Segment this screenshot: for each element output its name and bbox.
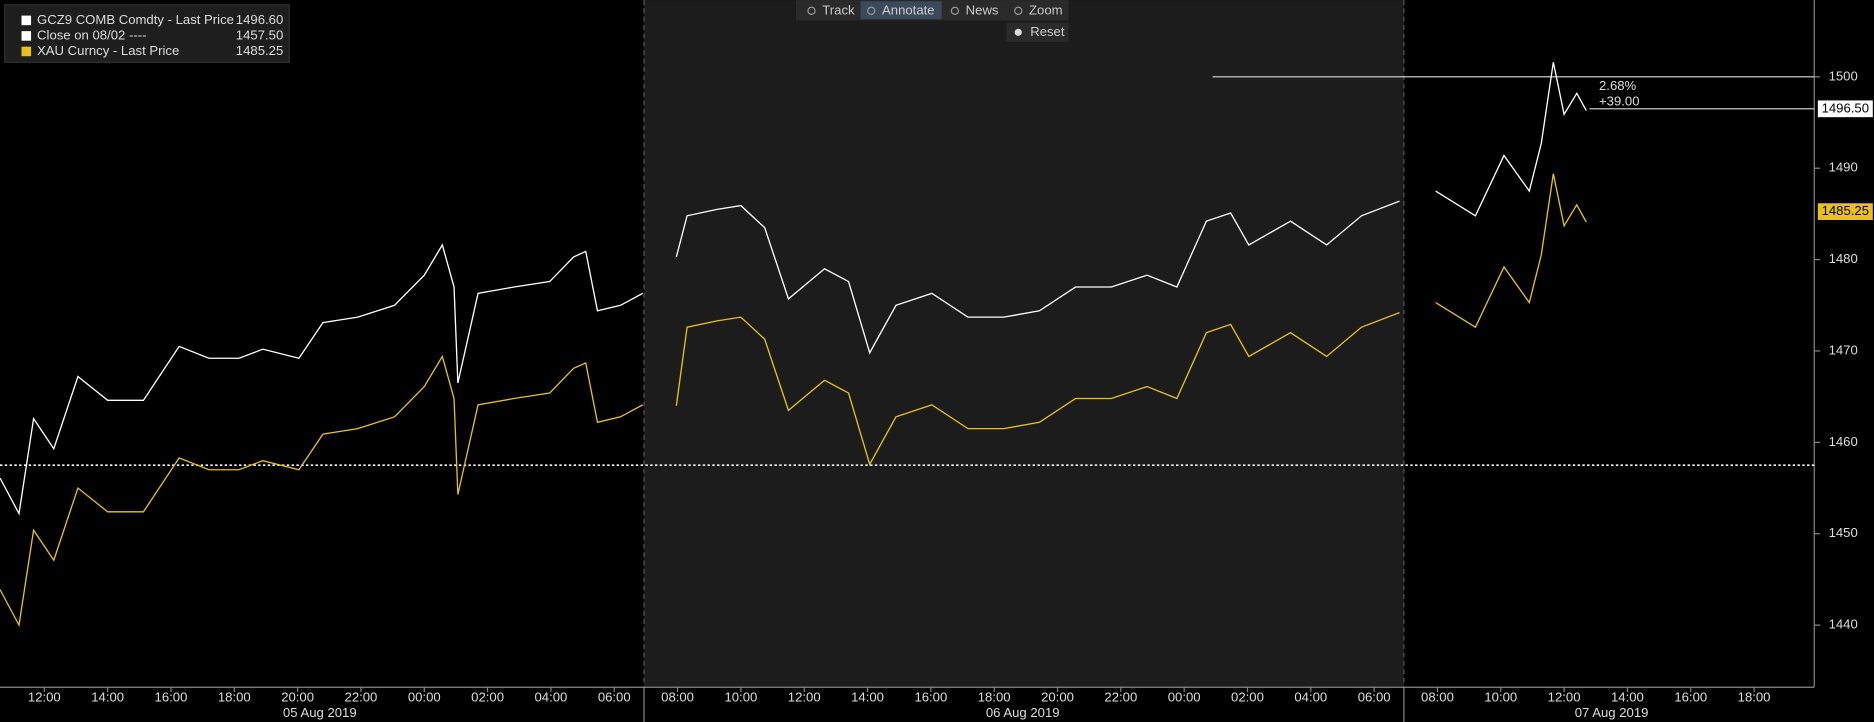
x-tick-label: 02:00 <box>1231 690 1264 705</box>
x-tick-label: 06:00 <box>598 690 631 705</box>
x-tick-label: 20:00 <box>281 690 314 705</box>
toolbar-button[interactable]: News <box>966 2 999 17</box>
reset-button[interactable]: Reset <box>1030 24 1065 39</box>
x-tick-label: 02:00 <box>471 690 504 705</box>
legend-value: 1457.50 <box>236 27 283 42</box>
x-tick-label: 00:00 <box>1168 690 1201 705</box>
toolbar-icon <box>867 6 876 16</box>
toolbar-button[interactable]: Track <box>822 2 855 17</box>
x-tick-label: 18:00 <box>218 690 251 705</box>
series-line <box>0 173 1587 628</box>
toolbar-icon <box>1014 6 1023 16</box>
x-tick-label: 00:00 <box>408 690 441 705</box>
toolbar-icon <box>950 6 960 16</box>
x-tick-label: 08:00 <box>661 690 694 705</box>
price-tag-label: 1496.50 <box>1822 100 1869 115</box>
y-tick-label: 1450 <box>1829 525 1858 540</box>
x-tick-label: 04:00 <box>1294 690 1327 705</box>
legend-swatch <box>21 15 32 26</box>
legend: GCZ9 COMB Comdty - Last Price 1496.60 Clos… <box>4 4 290 63</box>
date-label: 07 Aug 2019 <box>1575 705 1649 720</box>
legend-label: Close on 08/02 ---- <box>37 27 146 42</box>
legend-swatch <box>21 31 32 41</box>
y-tick-label: 1480 <box>1829 251 1858 266</box>
y-tick-label: 1490 <box>1829 160 1858 175</box>
legend-label: GCZ9 COMB Comdty - Last Price <box>37 12 234 27</box>
x-tick-label: 20:00 <box>1041 690 1074 705</box>
annotation-text: +39.00 <box>1599 93 1640 108</box>
legend-value: 1496.60 <box>236 12 283 27</box>
legend-box <box>4 4 290 63</box>
y-tick-label: 1460 <box>1829 434 1858 449</box>
toolbar-active <box>860 1 942 20</box>
toolbar-icon <box>807 6 816 16</box>
toolbar: Track Annotate News Zoom Reset <box>795 0 1069 42</box>
date-label: 06 Aug 2019 <box>986 705 1060 720</box>
x-tick-label: 10:00 <box>1484 690 1517 705</box>
x-tick-label: 12:00 <box>1548 690 1581 705</box>
series-line <box>0 62 1587 516</box>
y-tick-label: 1470 <box>1829 342 1858 357</box>
x-tick-label: 22:00 <box>1104 690 1137 705</box>
x-tick-label: 10:00 <box>724 690 757 705</box>
price-tag <box>1817 100 1873 118</box>
date-label: 05 Aug 2019 <box>283 705 357 720</box>
x-tick-label: 14:00 <box>91 690 124 705</box>
x-tick-label: 06:00 <box>1358 690 1391 705</box>
x-tick-label: 08:00 <box>1421 690 1454 705</box>
price-tag-label: 1485.25 <box>1822 203 1869 218</box>
x-tick-label: 18:00 <box>978 690 1011 705</box>
legend-value: 1485.25 <box>236 43 283 58</box>
x-tick-label: 18:00 <box>1738 690 1771 705</box>
x-tick-label: 14:00 <box>1611 690 1644 705</box>
price-tag <box>1817 203 1873 220</box>
toolbar-button[interactable]: Annotate <box>882 2 935 17</box>
x-tick-label: 16:00 <box>155 690 188 705</box>
x-tick-label: 16:00 <box>1674 690 1707 705</box>
y-tick-label: 1440 <box>1829 617 1858 632</box>
y-tick-label: 1500 <box>1829 68 1858 83</box>
x-tick-label: 04:00 <box>534 690 567 705</box>
x-tick-label: 12:00 <box>788 690 821 705</box>
reset-icon <box>1014 28 1022 36</box>
toolbar-button[interactable]: Zoom <box>1029 2 1063 17</box>
legend-label: XAU Curncy - Last Price <box>37 43 179 58</box>
x-tick-label: 12:00 <box>28 690 61 705</box>
reset-bg <box>1006 22 1069 42</box>
x-tick-label: 16:00 <box>914 690 947 705</box>
x-tick-label: 14:00 <box>851 690 884 705</box>
annotation-text: 2.68% <box>1599 78 1637 93</box>
legend-swatch <box>21 46 32 57</box>
session-shade <box>644 0 1404 688</box>
x-tick-label: 22:00 <box>345 690 378 705</box>
